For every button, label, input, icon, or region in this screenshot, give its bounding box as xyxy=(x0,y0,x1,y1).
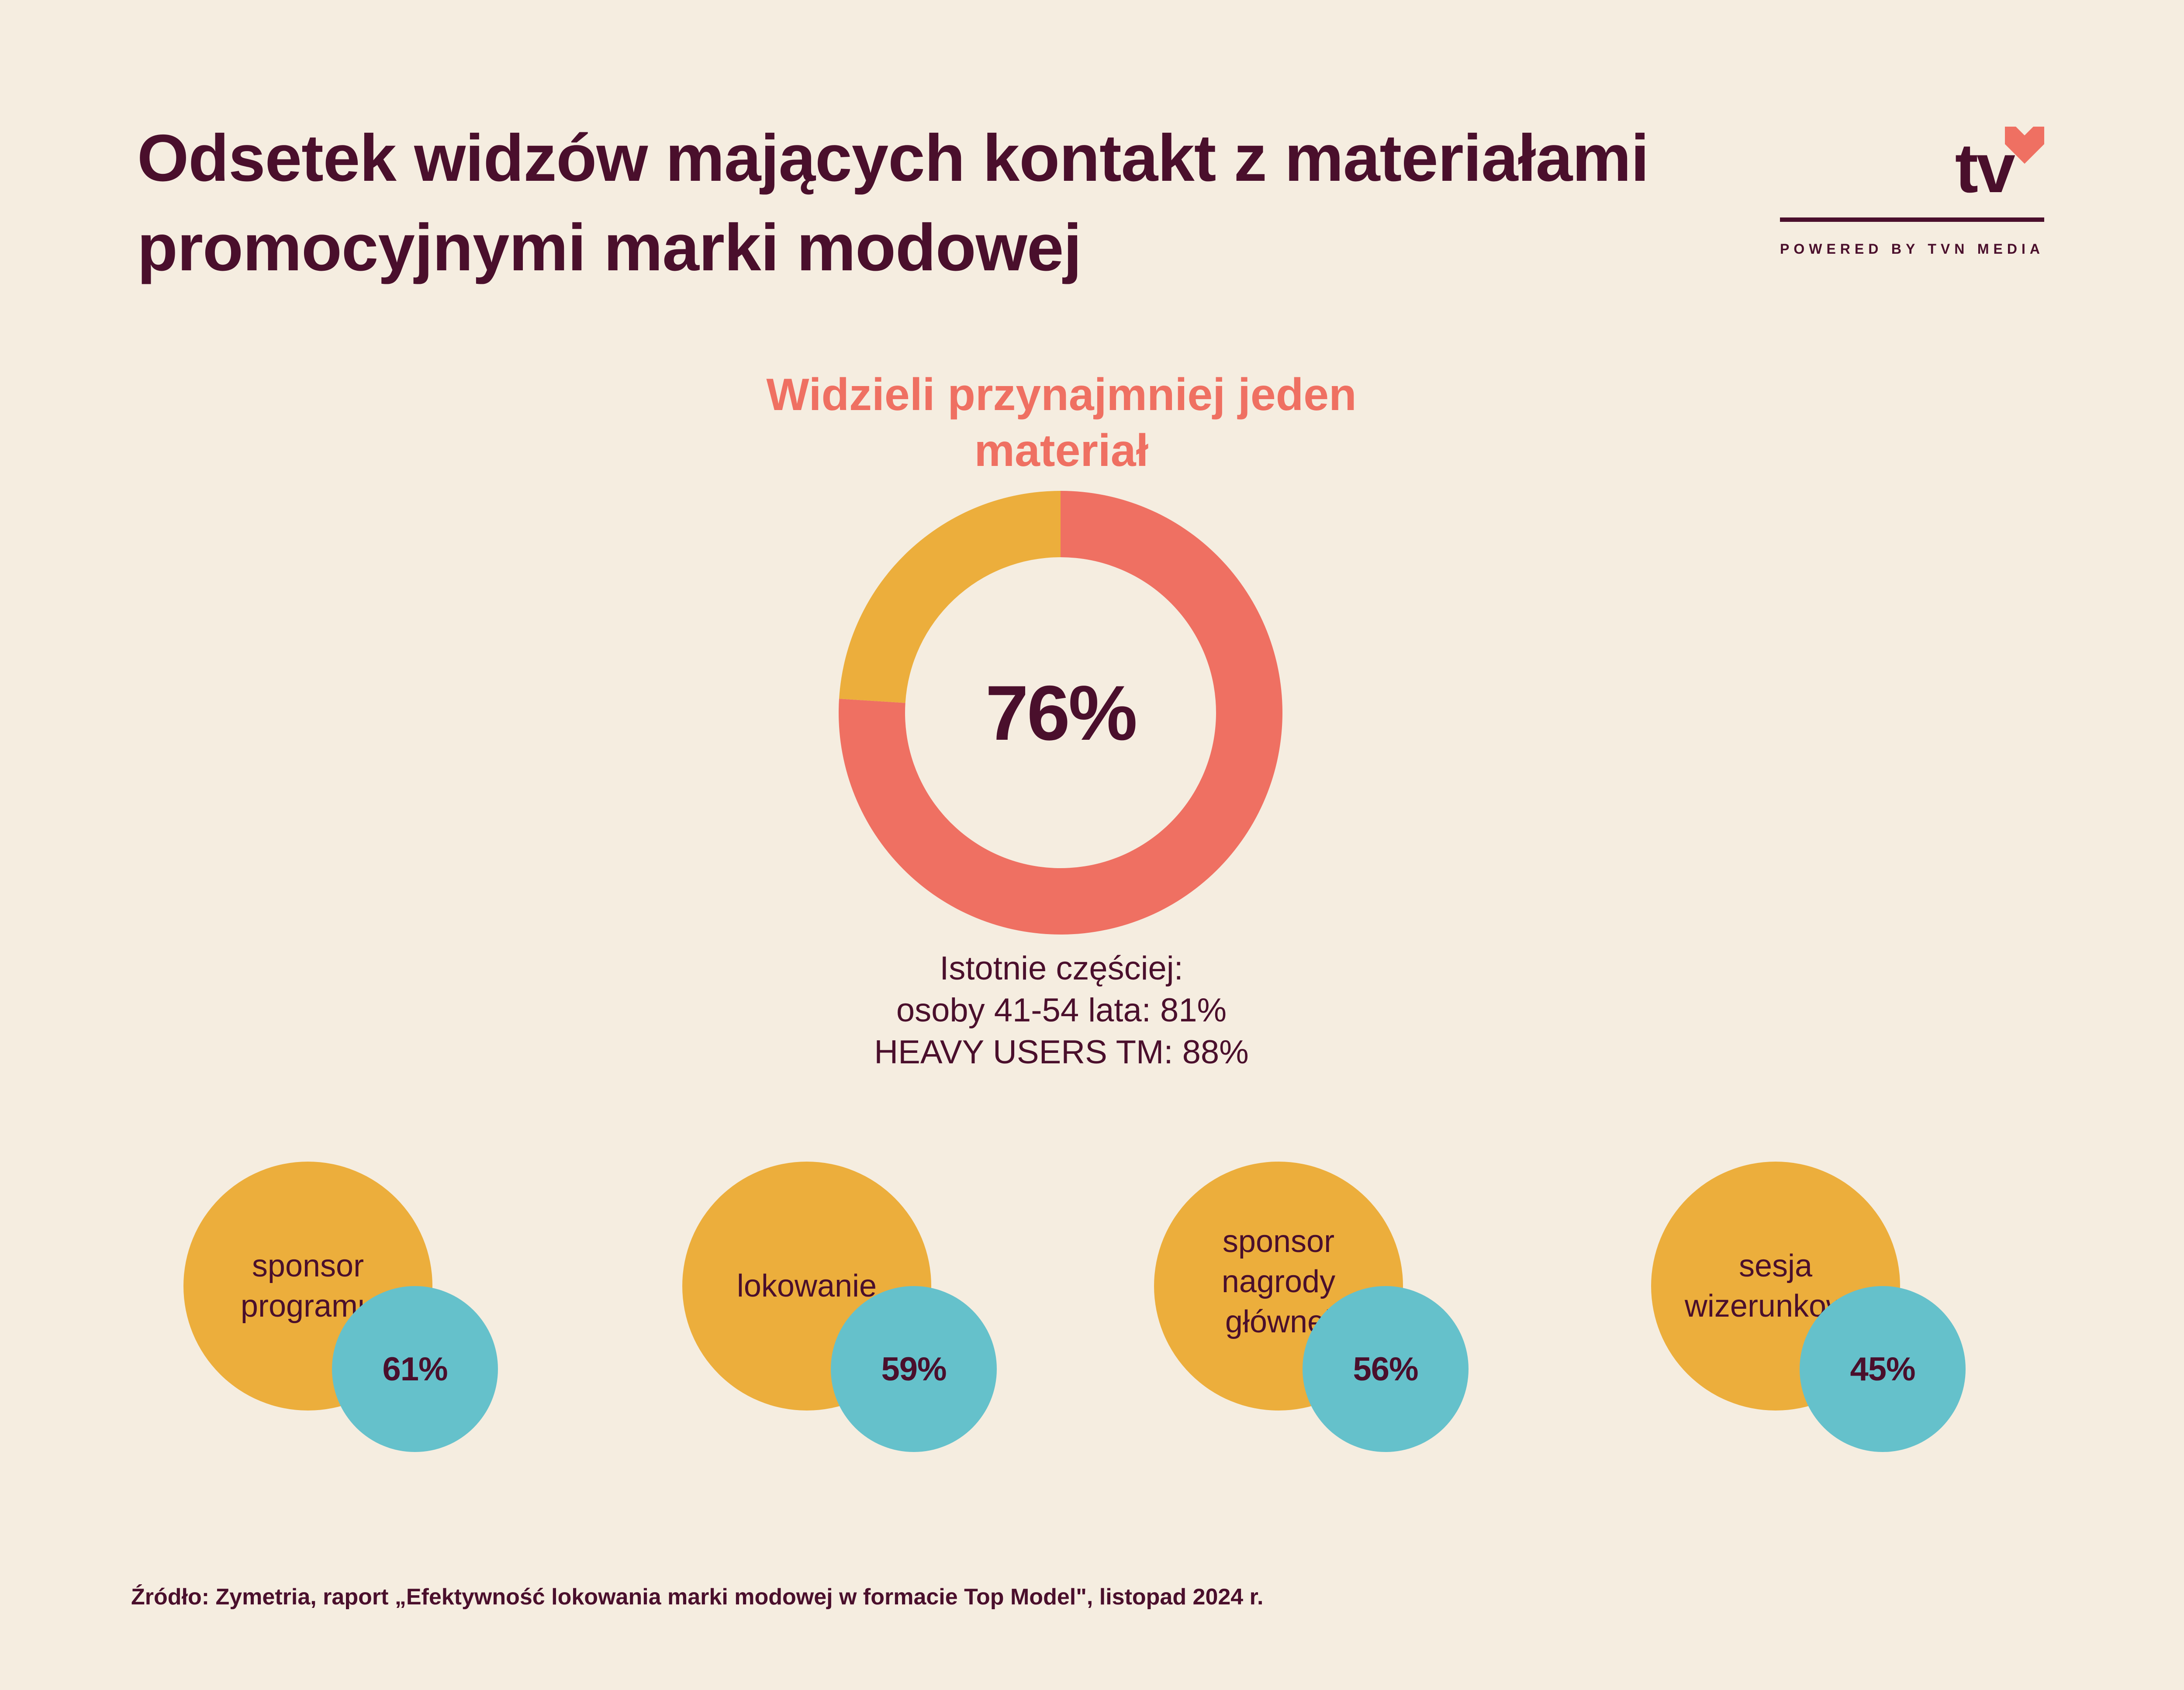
note-line: osoby 41-54 lata: 81% xyxy=(896,992,1227,1029)
logo-subtitle: POWERED BY TVN MEDIA xyxy=(1780,241,2044,257)
bubble-group-sponsor-nagrody: sponsor nagrody głównej 56% xyxy=(1154,1162,1486,1493)
category-label: sponsor nagrody głównej xyxy=(1221,1224,1336,1339)
note-line: HEAVY USERS TM: 88% xyxy=(874,1034,1249,1071)
heart-icon xyxy=(2005,127,2044,164)
donut-chart xyxy=(839,491,1282,935)
category-label: lokowanie xyxy=(736,1269,877,1304)
value-bubble: 59% xyxy=(831,1286,997,1452)
donut-center-value: 76% xyxy=(985,669,1137,756)
donut-chart-title: Widzieli przynajmniej jeden materiał xyxy=(766,369,1357,476)
page-title: Odsetek widzów mających kontakt z materi… xyxy=(137,121,1649,285)
value-bubble: 56% xyxy=(1303,1286,1469,1452)
donut-slice-remaining xyxy=(839,491,1061,703)
value-bubble: 61% xyxy=(332,1286,498,1452)
bubble-group-sesja-wizerunkowa: sesja wizerunkowa 45% xyxy=(1651,1162,1983,1493)
note-line: Istotnie częściej: xyxy=(940,950,1183,987)
bubble-group-sponsor-programu: sponsor programu 61% xyxy=(183,1162,515,1493)
donut-slice-seen xyxy=(839,491,1282,935)
donut-notes: Istotnie częściej: osoby 41-54 lata: 81%… xyxy=(743,948,1380,1073)
tv-logo: tv POWERED BY TVN MEDIA xyxy=(1780,122,2044,262)
bubble-group-lokowanie: lokowanie 59% xyxy=(682,1162,1014,1493)
source-note: Źródło: Zymetria, raport „Efektywność lo… xyxy=(131,1584,1264,1610)
value-bubble: 45% xyxy=(1800,1286,1966,1452)
logo-divider xyxy=(1780,217,2044,222)
